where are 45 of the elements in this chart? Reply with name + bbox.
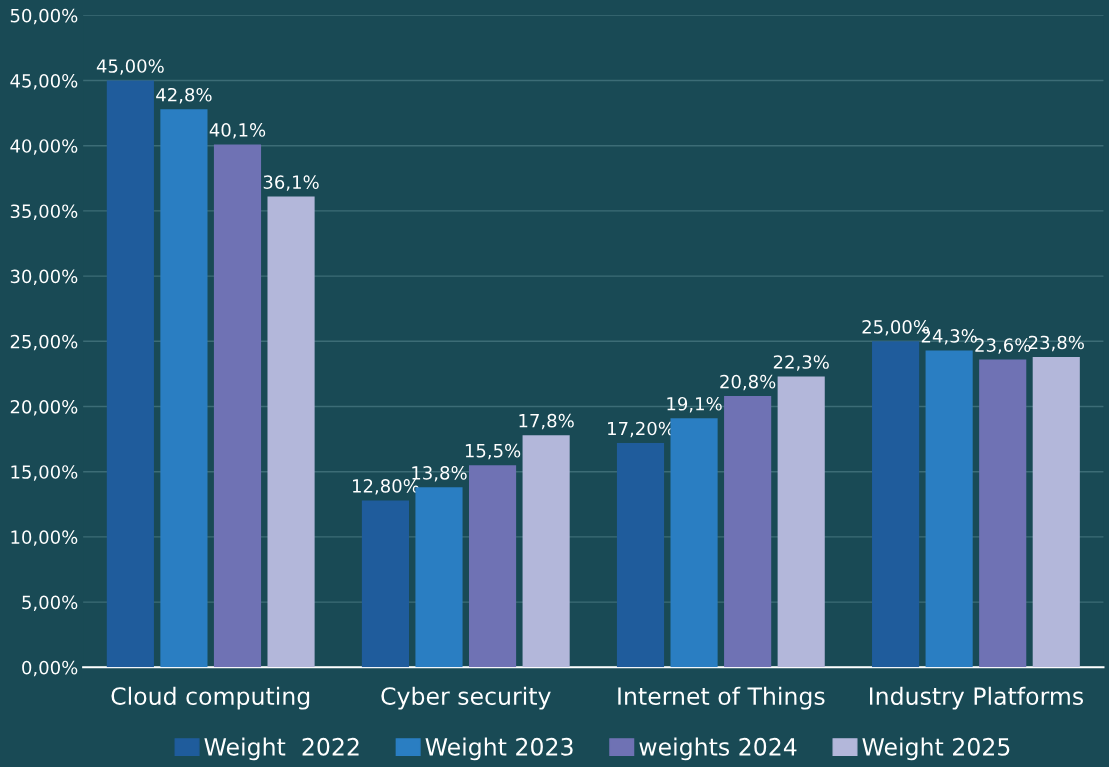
y-tick-label: 25,00% (10, 334, 78, 351)
x-tick-label: Internet of Things (618, 686, 825, 710)
bar (1032, 356, 1080, 668)
bar (468, 465, 517, 668)
bar (213, 144, 262, 668)
y-tick-label: 40,00% (10, 139, 78, 155)
x-tick-label: Cloud computing (111, 686, 310, 710)
bar (522, 435, 570, 668)
data-label: 22,3% (773, 355, 829, 371)
bar (361, 500, 409, 668)
data-label: 17,8% (519, 413, 574, 430)
bar (925, 350, 973, 668)
y-tick-label: 5,00% (22, 595, 78, 612)
data-label: 42,8% (156, 87, 212, 104)
x-tick-label: Cyber security (381, 686, 551, 710)
data-label: 20,8% (720, 374, 776, 391)
bar (979, 359, 1027, 668)
data-label: 19,1% (667, 396, 722, 413)
data-label: 45,00% (96, 59, 164, 75)
legend-label: Weight 2022 (204, 737, 359, 761)
bar (160, 109, 208, 668)
bar (670, 418, 718, 668)
y-tick-label: 30,00% (10, 269, 78, 286)
legend-label: Weight 2025 (862, 737, 1010, 761)
y-tick-label: 10,00% (11, 530, 78, 546)
bar (616, 443, 665, 668)
data-label: 23,8% (1028, 335, 1084, 352)
bar (724, 396, 772, 668)
data-label: 15,5% (465, 443, 521, 460)
y-tick-label: 0,00% (22, 660, 78, 677)
y-tick-label: 50,00% (10, 8, 78, 25)
data-label: 40,1% (209, 123, 266, 139)
data-label: 36,1% (263, 175, 319, 191)
data-label: 23,6% (975, 338, 1031, 354)
y-tick-label: 35,00% (10, 204, 78, 220)
legend-label: weights 2024 (639, 737, 797, 761)
y-tick-label: 45,00% (10, 73, 78, 90)
bar (872, 341, 920, 668)
legend-label: Weight 2023 (425, 737, 573, 761)
y-tick-label: 20,00% (10, 399, 78, 416)
bar (267, 196, 315, 668)
bar (777, 376, 825, 668)
bar (106, 80, 154, 668)
x-tick-label: Industry Platforms (869, 686, 1084, 710)
y-tick-label: 15,00% (11, 465, 78, 481)
